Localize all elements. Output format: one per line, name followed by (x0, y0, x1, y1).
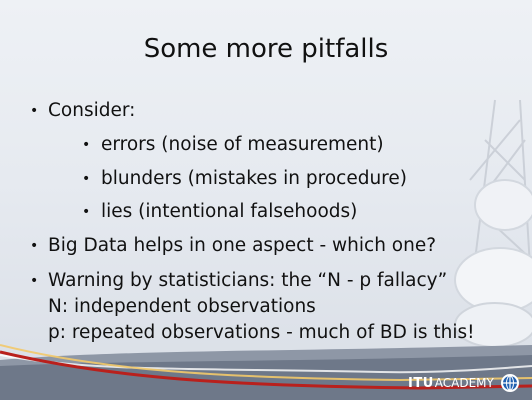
logo-itu-text: ITU (408, 375, 434, 391)
itu-academy-logo: ITU ACADEMY (408, 372, 520, 394)
logo-academy-text: ACADEMY (434, 376, 494, 390)
bullet-dot: • (82, 137, 91, 153)
itu-globe-icon (500, 374, 519, 392)
bullet-dot: • (82, 171, 91, 187)
bullet-dot: • (82, 204, 91, 220)
bullet-blunders: blunders (mistakes in procedure) (101, 168, 407, 189)
slide-title: Some more pitfalls (143, 34, 389, 64)
bullet-big-data: Big Data helps in one aspect - which one… (48, 235, 437, 256)
bullet-warning-p: p: repeated observations - much of BD is… (48, 322, 475, 343)
bullet-warning: Warning by statisticians: the “N - p fal… (48, 270, 448, 291)
bullet-consider: Consider: (48, 100, 136, 121)
bullet-dot: • (30, 273, 39, 289)
bullet-warning-n: N: independent observations (48, 296, 316, 317)
bullet-dot: • (30, 238, 39, 254)
bullet-dot: • (30, 103, 39, 119)
bullet-lies: lies (intentional falsehoods) (101, 201, 358, 222)
bullet-errors: errors (noise of measurement) (101, 134, 384, 155)
